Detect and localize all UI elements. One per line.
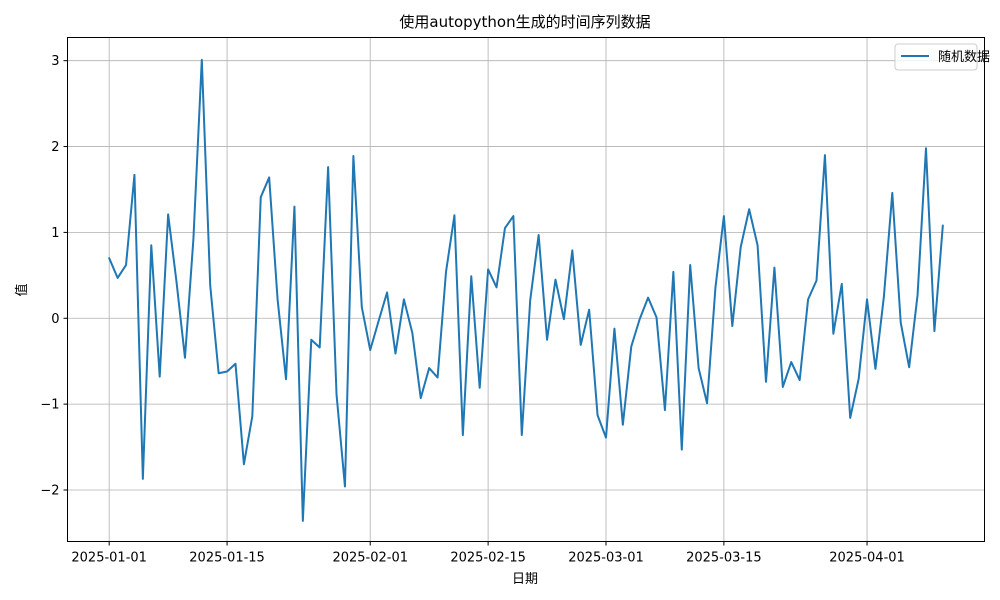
x-tick-label: 2025-02-15 [450, 551, 526, 566]
x-tick-label: 2025-01-15 [189, 551, 265, 566]
x-tick-label: 2025-02-01 [332, 551, 408, 566]
y-tick-label: 1 [51, 226, 59, 241]
x-tick-label: 2025-04-01 [829, 551, 905, 566]
legend: 随机数据 [894, 43, 990, 71]
y-tick-label: 3 [51, 54, 59, 69]
legend-label: 随机数据 [938, 50, 990, 65]
series-line-0 [108, 58, 944, 522]
legend-box [894, 43, 978, 71]
chart-title: 使用autopython生成的时间序列数据 [399, 13, 650, 31]
x-axis-label: 日期 [512, 572, 538, 587]
x-tick-label: 2025-03-01 [568, 551, 644, 566]
y-tick-label: −1 [40, 398, 59, 413]
y-axis-label: 值 [14, 283, 30, 296]
x-tick-label: 2025-01-01 [71, 551, 147, 566]
y-tick-label: 0 [51, 312, 59, 327]
y-tick-label: −2 [40, 483, 59, 498]
plot-area-frame [67, 37, 985, 542]
x-axis: 2025-01-01 2025-01-15 2025-02-01 2025-02-15… [71, 541, 905, 566]
series-layer [108, 58, 944, 522]
y-axis: −2 −1 0 1 2 3 [40, 54, 68, 498]
y-tick-label: 2 [51, 140, 59, 155]
x-tick-label: 2025-03-15 [686, 551, 762, 566]
